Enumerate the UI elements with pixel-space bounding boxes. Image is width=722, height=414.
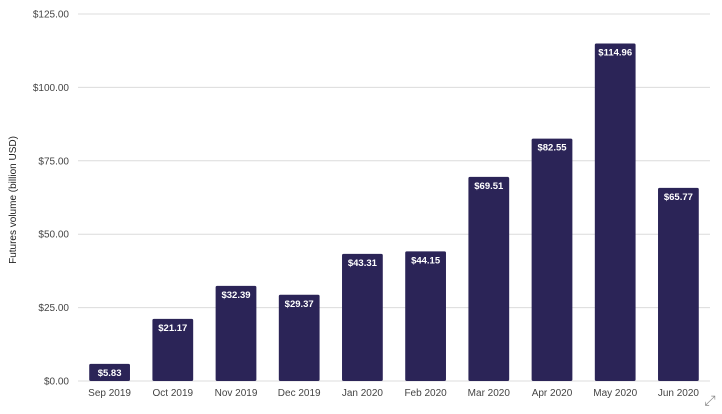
bar[interactable] bbox=[215, 285, 257, 381]
bar-data-label: $29.37 bbox=[285, 299, 314, 310]
bar[interactable] bbox=[89, 363, 130, 381]
bar[interactable] bbox=[152, 318, 194, 381]
y-axis-ticks: $0.00 $25.00 $50.00 $75.00 $100.00 $125.00 bbox=[33, 10, 70, 388]
x-tick-label: Jan 2020 bbox=[342, 388, 384, 399]
y-tick-label: $25.00 bbox=[38, 303, 69, 314]
bars: $5.83 $21.17 $32.39 $29.37 $43.31 $44.15 $69.5… bbox=[89, 43, 699, 381]
y-tick-label: $75.00 bbox=[38, 156, 69, 167]
x-axis-ticks: Sep 2019 Oct 2019 Nov 2019 Dec 2019 Jan 2020… bbox=[88, 388, 699, 399]
x-tick-label: Apr 2020 bbox=[532, 388, 573, 399]
bar[interactable] bbox=[594, 43, 636, 381]
x-tick-label: Nov 2019 bbox=[215, 388, 258, 399]
bar[interactable] bbox=[278, 294, 320, 381]
x-tick-label: May 2020 bbox=[593, 388, 637, 399]
bar-data-label: $69.51 bbox=[474, 181, 504, 192]
x-tick-label: Mar 2020 bbox=[468, 388, 511, 399]
bar-data-label: $82.55 bbox=[537, 143, 567, 154]
bar[interactable] bbox=[342, 253, 383, 381]
x-tick-label: Feb 2020 bbox=[404, 388, 447, 399]
y-tick-label: $125.00 bbox=[33, 10, 70, 21]
bar[interactable] bbox=[658, 187, 699, 381]
bar[interactable] bbox=[531, 138, 573, 381]
x-tick-label: Jun 2020 bbox=[658, 388, 700, 399]
bar-data-label: $65.77 bbox=[664, 192, 693, 203]
bar-data-label: $32.39 bbox=[221, 290, 250, 301]
bar-data-label: $43.31 bbox=[348, 258, 378, 269]
y-axis-title: Futures volume (billion USD) bbox=[8, 136, 19, 264]
bar-data-label: $21.17 bbox=[158, 323, 187, 334]
x-tick-label: Dec 2019 bbox=[278, 388, 321, 399]
bar[interactable] bbox=[405, 251, 446, 381]
bar-data-label: $5.83 bbox=[98, 368, 122, 379]
x-tick-label: Oct 2019 bbox=[153, 388, 194, 399]
expand-icon[interactable]: ⤢ bbox=[704, 392, 716, 408]
x-tick-label: Sep 2019 bbox=[88, 388, 131, 399]
y-tick-label: $100.00 bbox=[33, 83, 70, 94]
bar-data-label: $44.15 bbox=[411, 255, 441, 266]
bar-data-label: $114.96 bbox=[598, 47, 632, 58]
y-tick-label: $0.00 bbox=[44, 377, 69, 388]
bar[interactable] bbox=[468, 176, 510, 381]
y-tick-label: $50.00 bbox=[38, 230, 69, 241]
